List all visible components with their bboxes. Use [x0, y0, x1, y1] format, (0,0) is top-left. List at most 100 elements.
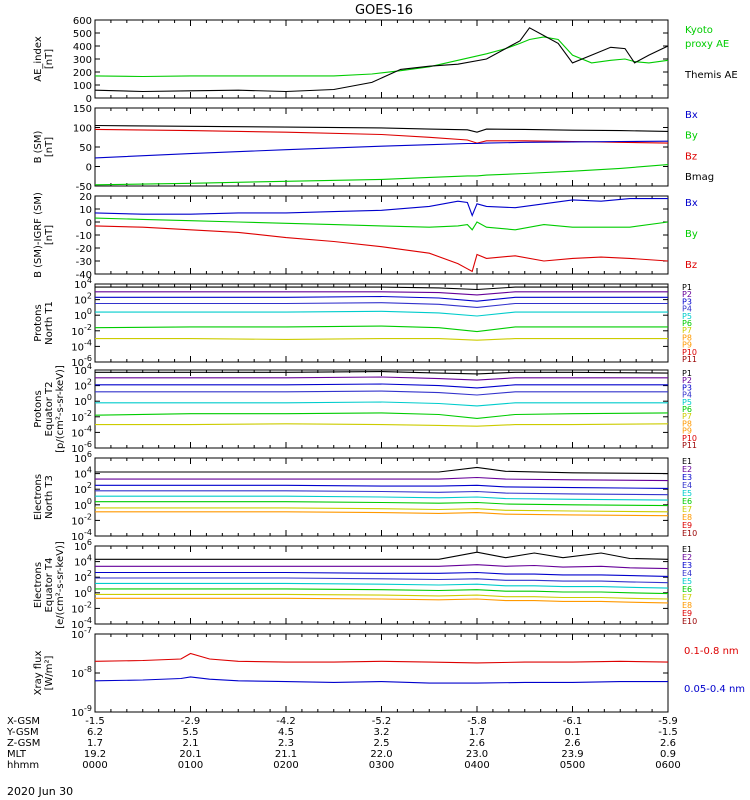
ephemeris-value: -5.2: [372, 716, 392, 727]
ephemeris-row-label: X-GSM: [7, 716, 40, 727]
panel-frame: [94, 195, 669, 275]
y-axis-label: [e/(cm²-s-sr-keV)]: [55, 541, 66, 629]
y-axis-label: Xray flux: [33, 651, 44, 696]
series-line-xray-0: [94, 652, 669, 664]
legend-entry: proxy AE: [685, 39, 729, 50]
series-line-pn-0: [95, 286, 668, 291]
series-line-ee-3: [95, 577, 669, 584]
y-tick-label: 200: [73, 68, 92, 79]
series-line-bigrf-2: [94, 225, 669, 273]
legend-entry: E7: [682, 505, 692, 514]
panel-frame: [94, 369, 669, 449]
legend-entry: P7: [682, 412, 692, 421]
ephemeris-value: 0200: [273, 760, 298, 771]
legend-bigrf: Bx By Bz: [685, 198, 698, 271]
legend-entry: P8: [682, 333, 692, 342]
y-tick-label: 10-4: [71, 338, 92, 353]
y-tick-label: -50: [76, 182, 92, 193]
y-tick-label: 10-2: [71, 600, 92, 615]
y-tick-label: 100: [74, 393, 92, 408]
legend-entry: P6: [682, 405, 692, 414]
ephemeris-value: -4.2: [276, 716, 296, 727]
chart-title: GOES-16: [355, 3, 413, 18]
legend-entry: E9: [682, 609, 692, 618]
panel-ae: 0 100 200 300 400 500 600 AE_index [nT] Kyoto prox…: [33, 16, 738, 105]
legend-entry: Themis AE: [684, 70, 738, 81]
y-axis-label: [nT]: [44, 49, 55, 69]
series-line-pe-5: [94, 412, 669, 419]
legend-entry: Kyoto: [685, 25, 713, 36]
legend-entry: P11: [682, 441, 697, 450]
panel-frame: [94, 107, 669, 187]
series-line-pe-1: [95, 376, 668, 381]
legend-entry: P3: [682, 297, 692, 306]
y-tick-label: 102: [74, 292, 92, 307]
legend-entry: E10: [682, 529, 697, 538]
y-tick-label: 150: [73, 104, 92, 115]
series-line-en-7: [95, 511, 669, 517]
y-tick-label: 100: [74, 307, 92, 322]
legend-entry: E1: [682, 457, 692, 466]
panel-bsm: -50 0 50 100 150 B (SM) [nT] Bx By Bz Bmag: [33, 104, 714, 193]
legend-entry: E6: [682, 585, 692, 594]
series-line-pn-4: [95, 310, 668, 317]
ephemeris-value: -1.5: [658, 727, 678, 738]
legend-entry: E9: [682, 521, 692, 530]
ephemeris-value: 0000: [82, 760, 107, 771]
legend-entry: E8: [682, 601, 692, 610]
ephemeris-value: 22.0: [370, 749, 392, 760]
panel-frame: [94, 545, 669, 625]
series-line-ee-4: [95, 582, 669, 589]
series-line-ee-7: [95, 597, 669, 604]
y-tick-label: 104: [74, 554, 92, 569]
y-tick-label: -40: [76, 270, 92, 281]
ephemeris-value: 0.9: [660, 749, 676, 760]
legend-entry: E2: [682, 553, 692, 562]
panel-frame: [94, 633, 669, 713]
legend-entry: E3: [682, 473, 692, 482]
y-tick-label: 102: [74, 378, 92, 393]
y-tick-label: -10: [76, 231, 92, 242]
legend-ae: Kyoto proxy AE Themis AE: [684, 25, 738, 81]
legend-entry: E7: [682, 593, 692, 602]
legend-entry: E5: [682, 489, 692, 498]
series-line-ae-1: [94, 27, 669, 93]
series-line-xray-1: [94, 676, 668, 684]
series-line-ee-2: [95, 571, 669, 577]
series-line-pn-2: [95, 295, 668, 302]
ephemeris-value: 2.6: [660, 738, 676, 749]
legend-entry: P10: [682, 434, 697, 443]
series-line-ee-0: [95, 551, 669, 560]
y-axis-label: B (SM)-IGRF (SM): [33, 192, 44, 278]
series-line-en-4: [95, 495, 669, 501]
legend-entry: Bz: [685, 260, 697, 271]
y-tick-label: 10-8: [71, 665, 92, 680]
ephemeris-value: 1.7: [87, 738, 103, 749]
y-tick-label: 102: [74, 481, 92, 496]
y-axis-label: AE_index: [33, 36, 44, 82]
ephemeris-value: 0.1: [565, 727, 581, 738]
series-line-en-3: [95, 490, 669, 496]
y-axis-label: North T3: [44, 475, 55, 519]
ephemeris-value: -6.1: [563, 716, 583, 727]
ephemeris-value: 4.5: [278, 727, 294, 738]
legend-entry: E1: [682, 545, 692, 554]
series-line-pe-0: [95, 371, 669, 375]
ephemeris-value: 20.1: [179, 749, 201, 760]
ephemeris-value: 0400: [464, 760, 489, 771]
series-line-bsm-3: [94, 164, 669, 186]
ephemeris-value: 3.2: [374, 727, 390, 738]
y-tick-label: 10-2: [71, 409, 92, 424]
y-axis-label: Equator T2: [44, 382, 55, 437]
ephemeris-value: 0300: [369, 760, 394, 771]
series-line-bigrf-1: [94, 217, 669, 231]
ephemeris-value: 19.2: [84, 749, 106, 760]
legend-bsm: Bx By Bz Bmag: [685, 110, 714, 183]
series-line-en-1: [95, 476, 669, 482]
